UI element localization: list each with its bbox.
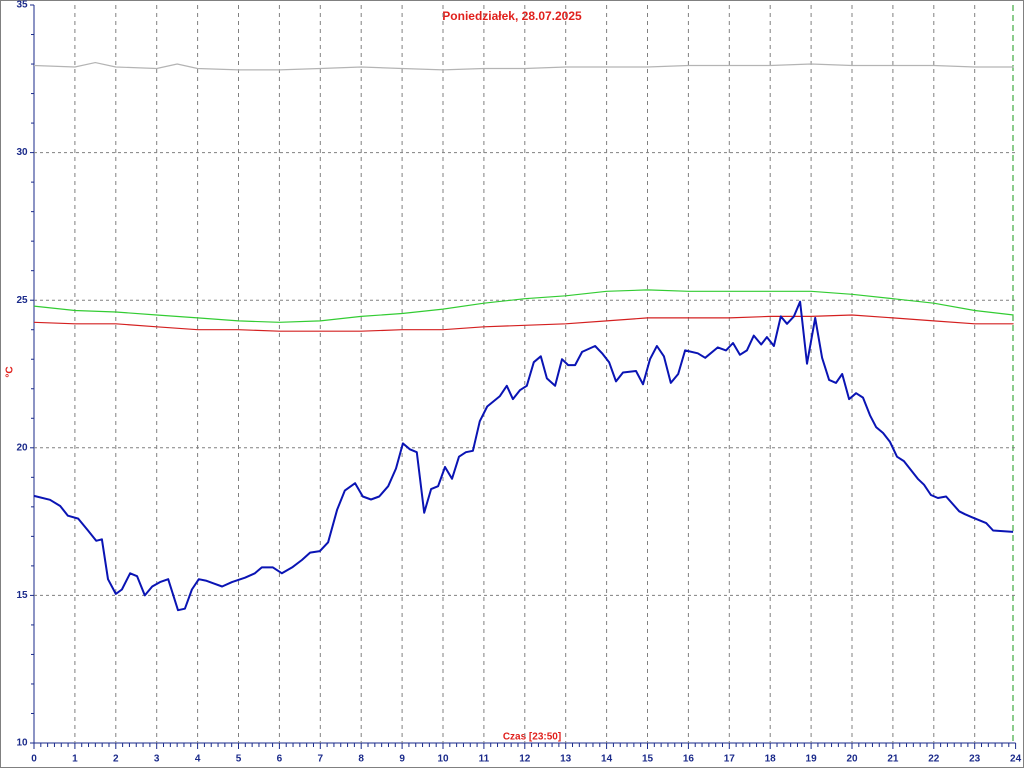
series-line [33, 314, 1014, 332]
x-tick-label: 18 [765, 754, 777, 765]
y-tick-label: 15 [16, 590, 28, 601]
y-axis-label: °C [5, 366, 16, 377]
x-tick-label: 2 [113, 754, 119, 765]
x-tick-label: 21 [887, 754, 899, 765]
x-tick-label: 11 [479, 754, 490, 765]
x-tick-label: 17 [724, 754, 736, 765]
x-tick-label: 7 [318, 754, 324, 765]
series-line [33, 300, 1014, 612]
x-tick-label: 6 [277, 754, 283, 765]
x-tick-label: 10 [437, 754, 449, 765]
x-tick-label: 9 [399, 754, 405, 765]
x-tick-label: 3 [154, 754, 160, 765]
x-axis-label: Czas [23:50] [503, 732, 561, 743]
series-line [33, 62, 1014, 71]
y-tick-label: 30 [16, 147, 28, 158]
x-tick-label: 1 [72, 754, 78, 765]
chart-title: Poniedziałek, 28.07.2025 [442, 9, 582, 23]
y-tick-label: 35 [16, 0, 28, 11]
x-tick-label: 15 [642, 754, 654, 765]
y-tick-label: 20 [16, 442, 28, 453]
x-tick-label: 23 [969, 754, 981, 765]
x-tick-label: 22 [928, 754, 940, 765]
x-tick-label: 5 [236, 754, 242, 765]
x-tick-label: 4 [195, 754, 201, 765]
x-tick-label: 13 [560, 754, 572, 765]
x-tick-label: 0 [31, 754, 37, 765]
x-tick-label: 20 [846, 754, 858, 765]
y-tick-label: 10 [16, 738, 28, 749]
x-tick-label: 16 [683, 754, 695, 765]
x-tick-label: 12 [519, 754, 531, 765]
x-tick-label: 24 [1010, 754, 1022, 765]
y-tick-label: 25 [16, 295, 28, 306]
x-tick-label: 8 [358, 754, 364, 765]
x-tick-label: 19 [806, 754, 818, 765]
series-line [33, 289, 1014, 323]
x-tick-label: 14 [601, 754, 613, 765]
